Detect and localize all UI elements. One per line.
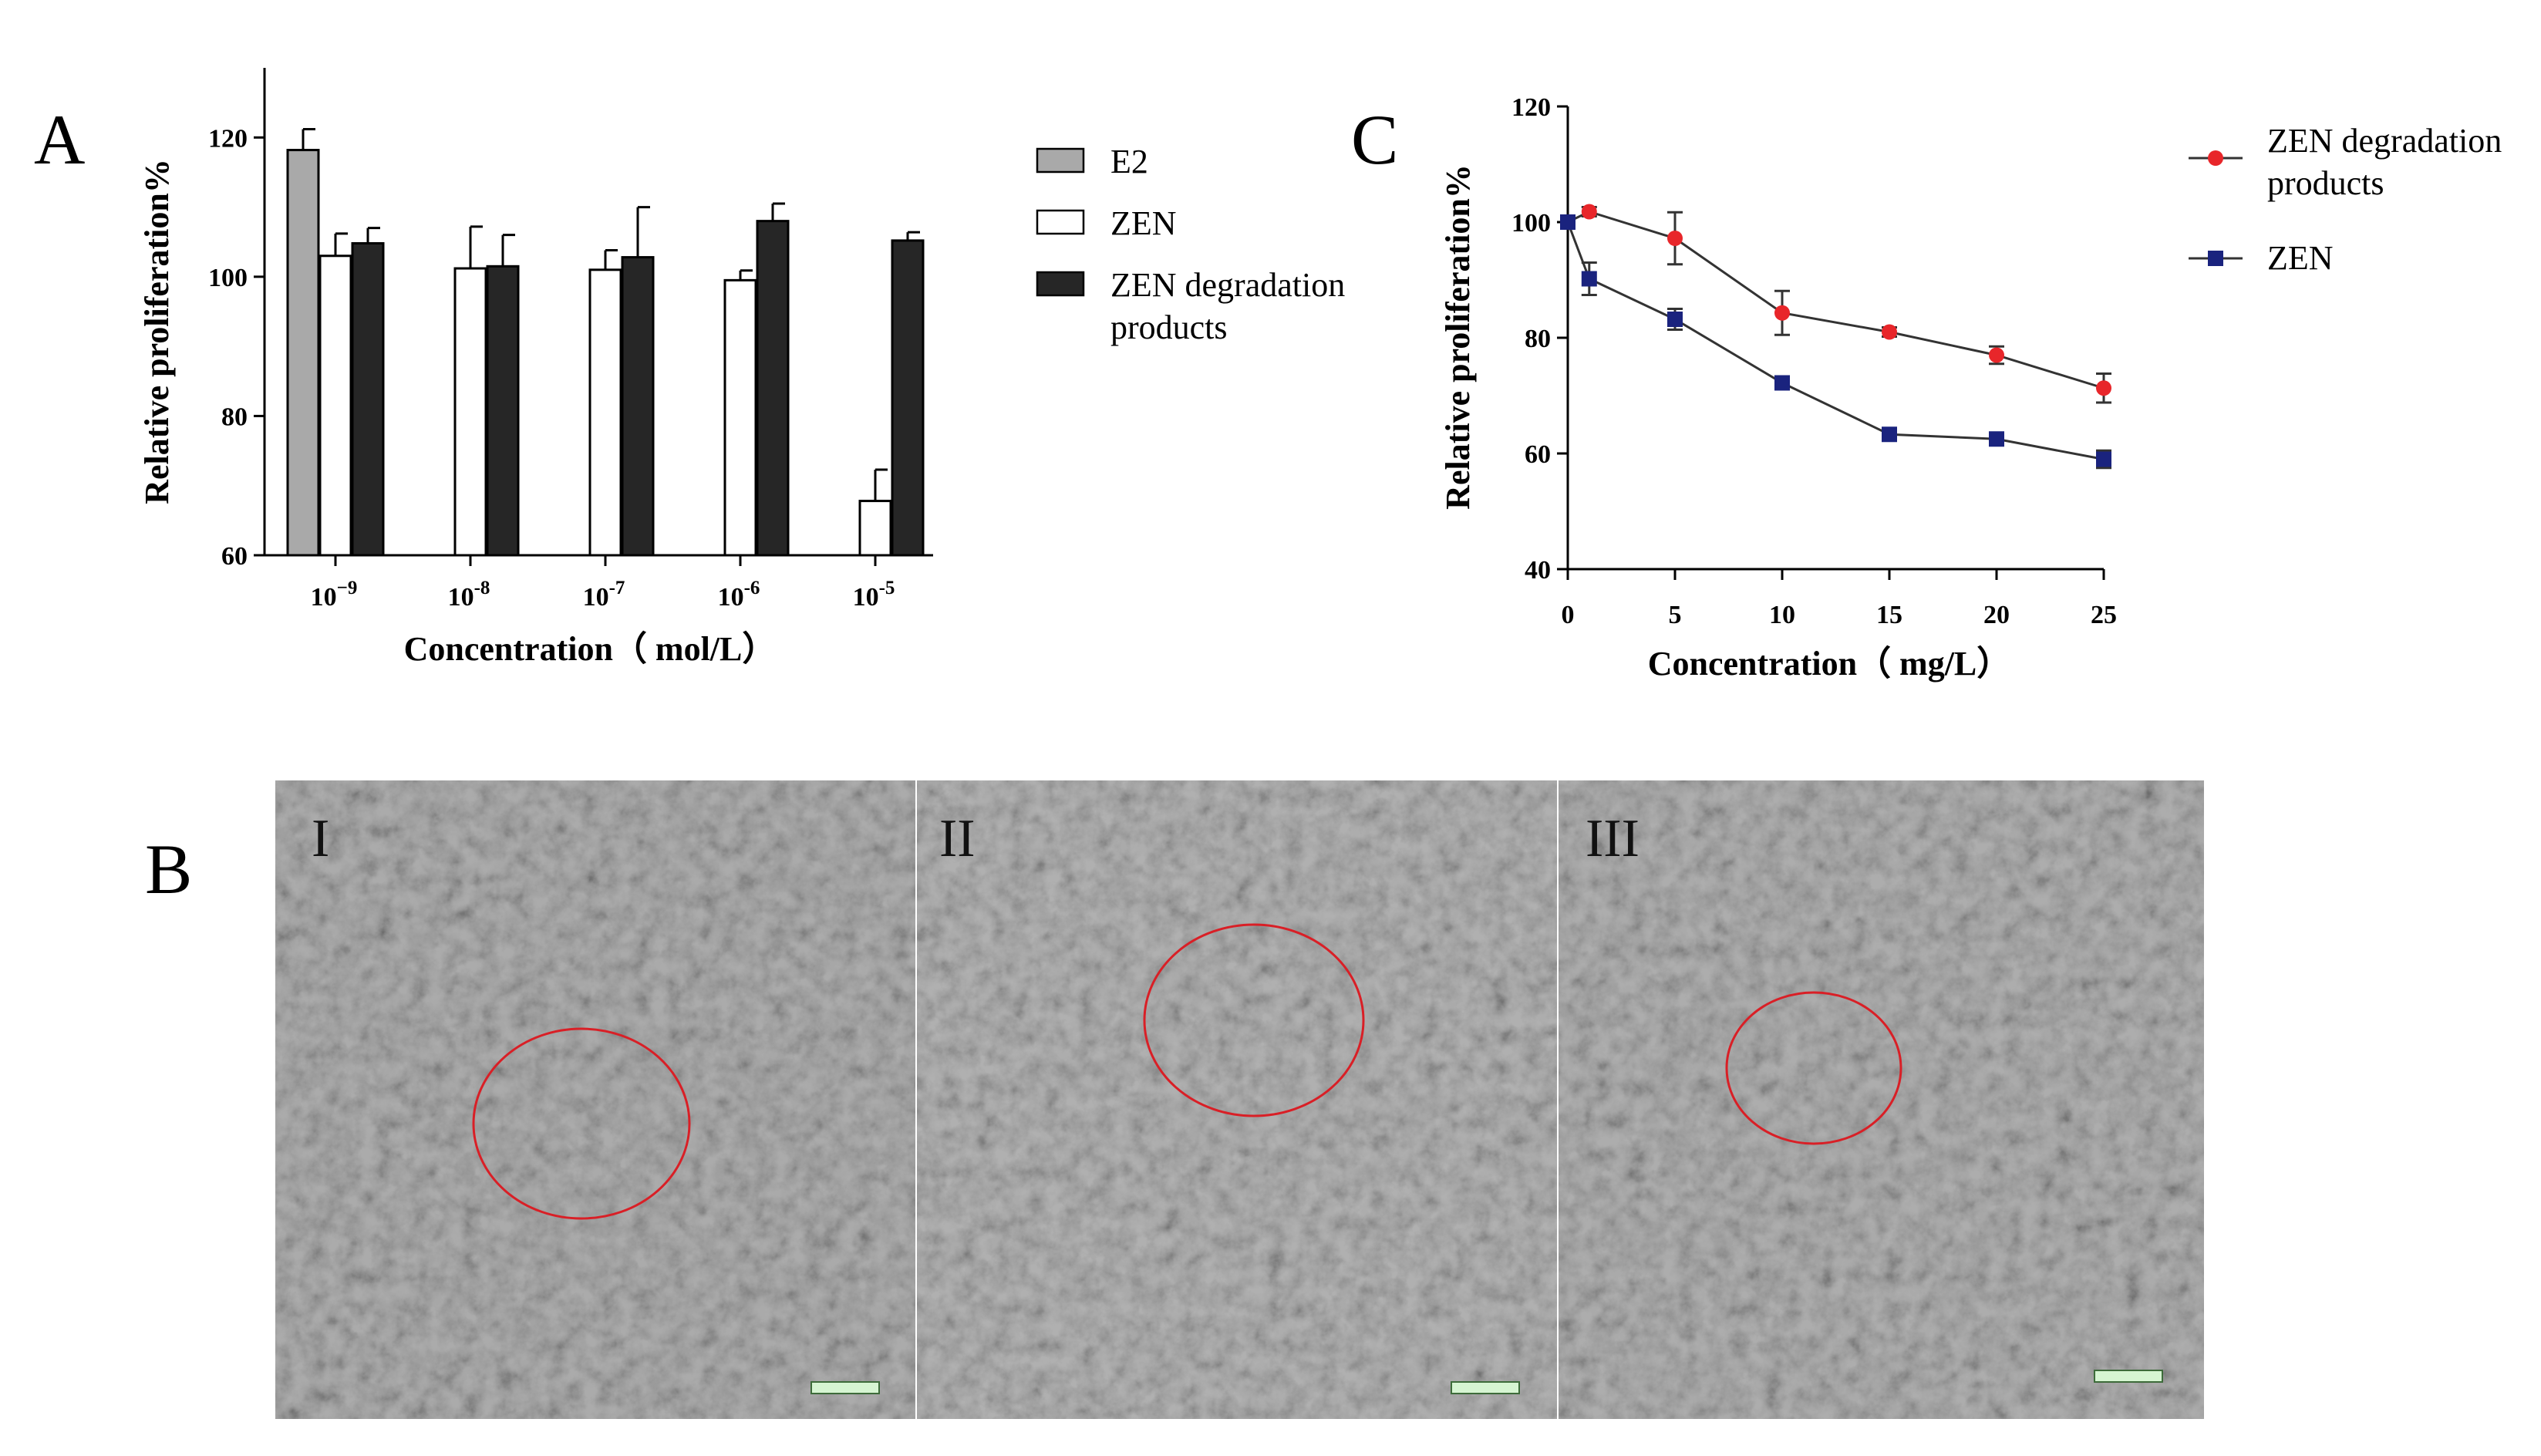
chart-c-x-tick-label: 20 <box>1983 601 2010 629</box>
chart-a-legend-swatch-e2 <box>1036 147 1085 174</box>
panel-letter-a: A <box>34 100 85 179</box>
chart-c-x-tick-label: 25 <box>2091 601 2117 629</box>
chart-c-line-zen <box>1566 221 2105 460</box>
chart-c-y-tick-label: 100 <box>1511 209 1551 238</box>
chart-c-y-tick-label: 80 <box>1525 325 1551 353</box>
chart-c-legend-marker-zen-degradation-products <box>2208 150 2223 166</box>
chart-c-point-zen-degradation-products <box>1989 347 2004 363</box>
chart-a-error-bar <box>636 206 650 258</box>
micrograph-1-label: I <box>312 809 329 868</box>
chart-a-legend-label: products <box>1110 308 1228 346</box>
micrograph-3-label: III <box>1586 809 1640 868</box>
chart-a-error-bar <box>302 127 315 150</box>
chart-c-legend-label: ZEN <box>2267 239 2334 277</box>
chart-a-bar-zen <box>453 267 487 557</box>
chart-c-x-tick-label: 15 <box>1876 601 1902 629</box>
chart-c-x-axis-title: Concentration（ mg/L） <box>1648 645 2011 682</box>
micrograph-2-highlight-circle <box>1143 923 1365 1117</box>
chart-a-bar-zen <box>723 278 757 557</box>
chart-a-error-bar <box>469 225 483 269</box>
chart-c-legend-marker-zen <box>2208 251 2223 266</box>
micrograph-2-label: II <box>939 809 976 868</box>
chart-a-y-tick-label: 80 <box>221 403 248 431</box>
micrograph-3-scale-bar <box>2094 1370 2163 1383</box>
chart-c-legend-label: products <box>2267 164 2384 202</box>
chart-c-line-zen-degradation-products <box>1567 210 2105 389</box>
micrograph-panel: I II III <box>275 780 2204 1419</box>
chart-a-legend-label: E2 <box>1110 143 1148 180</box>
chart-a-y-tick-label: 120 <box>208 124 248 153</box>
chart-c-point-zen <box>1882 426 1897 443</box>
chart-a-bar-zen-degradation-products <box>891 239 925 557</box>
chart-a-error-bar <box>334 232 348 256</box>
chart-c-legend: ZEN degradation products ZEN <box>2189 122 2502 277</box>
chart-a-bar-zen <box>858 500 892 557</box>
chart-a-error-bar <box>604 249 618 270</box>
chart-a-bar-zen-degradation-products <box>486 265 520 557</box>
chart-a-bar-zen-degradation-products <box>756 220 790 557</box>
chart-c-point-zen <box>1774 375 1790 391</box>
chart-a-bar-zen-degradation-products <box>351 242 385 557</box>
chart-a-error-bar <box>739 269 753 281</box>
chart-a-y-axis-title: Relative proliferation% <box>138 159 176 504</box>
chart-c: Relative proliferation% Concentration（ m… <box>1439 93 2502 682</box>
chart-c-point-zen-degradation-products <box>1667 231 1683 246</box>
micrograph-1-scale-bar <box>810 1381 880 1394</box>
micrograph-1-highlight-circle <box>472 1027 691 1220</box>
chart-a: Relative proliferation% Concentration（ m… <box>138 68 1345 668</box>
micrograph-1: I <box>275 780 915 1419</box>
panel-letter-c: C <box>1351 100 1398 179</box>
chart-a-error-bar <box>366 227 380 244</box>
chart-c-point-zen-degradation-products <box>1581 204 1597 220</box>
chart-a-legend-swatch-zen <box>1036 209 1085 235</box>
micrograph-2-image <box>917 780 1557 1419</box>
chart-a-x-tick-label: 10-5 <box>853 578 895 612</box>
chart-a-legend: E2 ZEN ZEN degradation products <box>1036 143 1345 346</box>
chart-c-y-axis-title: Relative proliferation% <box>1439 164 1477 510</box>
chart-a-x-tick-label: 10-6 <box>718 578 760 612</box>
chart-c-point-zen <box>1581 271 1597 287</box>
micrograph-3-image <box>1559 780 2204 1419</box>
chart-a-error-bar <box>906 231 920 241</box>
chart-a-bar-zen <box>588 268 622 557</box>
chart-a-bar-e2 <box>286 149 320 557</box>
chart-a-y-tick-label: 100 <box>208 264 248 292</box>
chart-a-bar-zen <box>318 254 352 557</box>
chart-c-point-zen <box>1560 214 1575 230</box>
micrograph-3: III <box>1559 780 2204 1419</box>
chart-c-point-zen <box>2096 451 2111 467</box>
chart-c-y-tick-label: 120 <box>1511 93 1551 122</box>
chart-a-bar-zen-degradation-products <box>621 256 655 557</box>
chart-c-point-zen-degradation-products <box>2096 380 2111 396</box>
panel-letter-b: B <box>145 830 192 908</box>
chart-c-point-zen <box>1667 312 1683 327</box>
chart-a-error-bar <box>771 202 785 221</box>
chart-c-y-tick-label: 60 <box>1525 440 1551 469</box>
chart-c-legend-label: ZEN degradation <box>2267 122 2502 160</box>
chart-a-x-axis-title: Concentration（ mol/L） <box>404 630 777 668</box>
chart-a-legend-label: ZEN <box>1110 204 1177 242</box>
micrograph-3-highlight-circle <box>1725 991 1902 1145</box>
chart-c-y-tick-label: 40 <box>1525 556 1551 585</box>
chart-c-point-zen <box>1989 431 2004 447</box>
chart-a-legend-label: ZEN degradation <box>1110 266 1345 304</box>
chart-a-x-tick-label: 10-8 <box>448 578 490 612</box>
chart-a-error-bar <box>501 234 515 267</box>
chart-a-x-tick-label: 10−9 <box>311 578 358 612</box>
chart-c-x-tick-label: 0 <box>1562 601 1575 629</box>
chart-a-error-bar <box>874 468 888 501</box>
micrograph-1-image <box>275 780 915 1419</box>
chart-c-point-zen-degradation-products <box>1774 305 1790 321</box>
micrograph-2-scale-bar <box>1451 1381 1520 1394</box>
chart-c-x-tick-label: 10 <box>1769 601 1795 629</box>
chart-c-point-zen-degradation-products <box>1882 324 1897 340</box>
micrograph-2: II <box>917 780 1557 1419</box>
chart-c-x-tick-label: 5 <box>1669 601 1682 629</box>
chart-a-y-tick-label: 60 <box>221 542 248 571</box>
chart-a-legend-swatch-zen-degradation-products <box>1036 271 1085 297</box>
chart-a-x-tick-label: 10-7 <box>583 578 625 612</box>
